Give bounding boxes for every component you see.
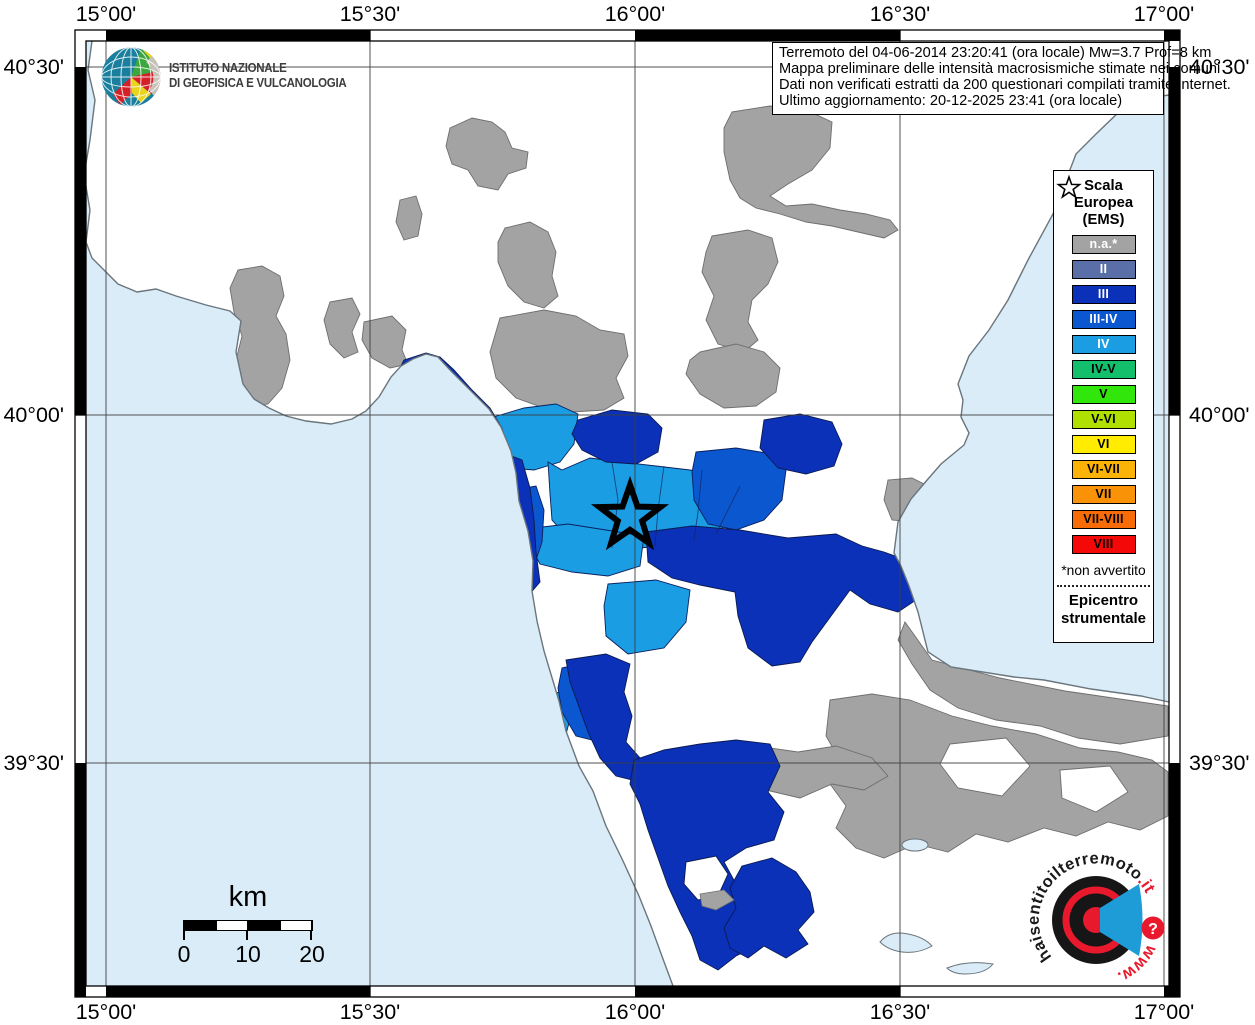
ingv-logo-line1: ISTITUTO NAZIONALE xyxy=(169,61,287,75)
question-mark: ? xyxy=(1148,921,1158,938)
scale-segment xyxy=(248,921,280,930)
legend-swatch-iv: IV xyxy=(1071,335,1136,354)
legend-swatch-iv-v: IV-V xyxy=(1071,360,1136,379)
lon-label-bottom-1: 15°30' xyxy=(339,1000,401,1024)
scale-bar-unit: km xyxy=(228,881,268,913)
scale-segment xyxy=(280,921,312,930)
legend-swatch-iii-iv: III-IV xyxy=(1071,310,1136,329)
legend-swatch-vi-vii: VI-VII xyxy=(1071,460,1136,479)
lon-label-bottom-3: 16°30' xyxy=(869,1000,931,1024)
lon-label-bottom-2: 16°00' xyxy=(604,1000,666,1024)
haisentito-logo: ? haisentitoilterremoto.it www. xyxy=(1025,849,1165,987)
epicenter-star xyxy=(590,475,670,551)
legend-epicenter-label1: Epicentro xyxy=(1068,592,1139,609)
info-line-map-type: Mappa preliminare delle intensità macros… xyxy=(779,60,1221,77)
lat-label-right-0: 40°30' xyxy=(1189,55,1250,79)
graticule xyxy=(86,41,1169,986)
lake-3 xyxy=(901,838,929,852)
lon-label-top-3: 16°30' xyxy=(869,2,931,26)
lon-label-bottom-0: 15°00' xyxy=(75,1000,137,1024)
lon-label-top-4: 17°00' xyxy=(1133,2,1195,26)
intensity-legend: Scala Europea (EMS) n.a.* II III III-IV IV IV… xyxy=(1053,170,1154,643)
scale-label-20: 20 xyxy=(299,941,325,967)
ingv-logo-line2: DI GEOFISICA E VULCANOLOGIA xyxy=(169,75,347,90)
legend-title-line2: Europea xyxy=(1073,195,1134,211)
scale-label-0: 0 xyxy=(177,941,191,967)
lat-label-left-2: 39°30' xyxy=(3,751,64,775)
ingv-logo-text: ISTITUTO NAZIONALE DI GEOFISICA E VULCAN… xyxy=(169,61,347,90)
legend-swatch-viii: VIII xyxy=(1071,535,1136,554)
lon-label-top-2: 16°00' xyxy=(604,2,666,26)
info-line-event: Terremoto del 04-06-2014 23:20:41 (ora l… xyxy=(779,45,1212,61)
scale-segment xyxy=(184,921,216,930)
speaker-beam-icon xyxy=(1100,884,1143,956)
lakes xyxy=(879,838,994,975)
legend-swatch-v: V xyxy=(1071,385,1136,404)
municipalities-na-gray xyxy=(229,105,1169,859)
question-badge xyxy=(1141,916,1165,940)
scale-label-10: 10 xyxy=(235,941,261,967)
info-line-updated: Ultimo aggiornamento: 20-12-2025 23:41 (… xyxy=(779,92,1123,109)
info-line-data-source: Dati non verificati estratti da 200 ques… xyxy=(779,76,1231,93)
lake-2 xyxy=(946,962,994,975)
lon-label-top-1: 15°30' xyxy=(339,2,401,26)
legend-swatch-vi: VI xyxy=(1071,435,1136,454)
ingv-globe-logo xyxy=(101,47,161,107)
legend-swatch-ii: II xyxy=(1071,260,1136,279)
municipalities-white-holes xyxy=(939,737,1129,813)
lat-label-right-2: 39°30' xyxy=(1189,751,1250,775)
legend-swatch-vii-viii: VII-VIII xyxy=(1071,510,1136,529)
scale-segment xyxy=(216,921,248,930)
sea-tyrrhenian xyxy=(84,41,673,986)
legend-epicenter-label2: strumentale xyxy=(1060,610,1147,627)
legend-swatch-n-a-: n.a.* xyxy=(1071,235,1136,254)
legend-footnote: *non avvertito xyxy=(1061,563,1146,578)
lon-label-bottom-4: 17°00' xyxy=(1133,1000,1195,1024)
event-info-box: Terremoto del 04-06-2014 23:20:41 (ora l… xyxy=(772,42,1231,115)
legend-title-line1: Scala xyxy=(1084,178,1123,194)
lon-label-top-0: 15°00' xyxy=(75,2,137,26)
lake-1 xyxy=(879,932,933,953)
legend-divider xyxy=(1057,585,1150,587)
lat-label-left-1: 40°00' xyxy=(3,403,64,427)
legend-swatch-v-vi: V-VI xyxy=(1071,410,1136,429)
scale-bar: km 0 10 20 xyxy=(168,882,328,967)
municipality-gray-sliver xyxy=(699,889,735,911)
epicenter-legend-star-icon xyxy=(1056,175,1082,199)
legend-rows: n.a.* II III III-IV IV IV-V V V-VI VI VI-VII VII VI… xyxy=(1054,235,1153,554)
lat-label-left-0: 40°30' xyxy=(3,55,64,79)
lat-label-right-1: 40°00' xyxy=(1189,403,1250,427)
legend-title-line3: (EMS) xyxy=(1082,212,1125,228)
scale-bar-segments xyxy=(183,920,313,940)
map-frame xyxy=(74,29,1181,998)
legend-swatch-vii: VII xyxy=(1071,485,1136,504)
scale-bar-labels: 0 10 20 xyxy=(168,941,328,967)
legend-swatch-iii: III xyxy=(1071,285,1136,304)
